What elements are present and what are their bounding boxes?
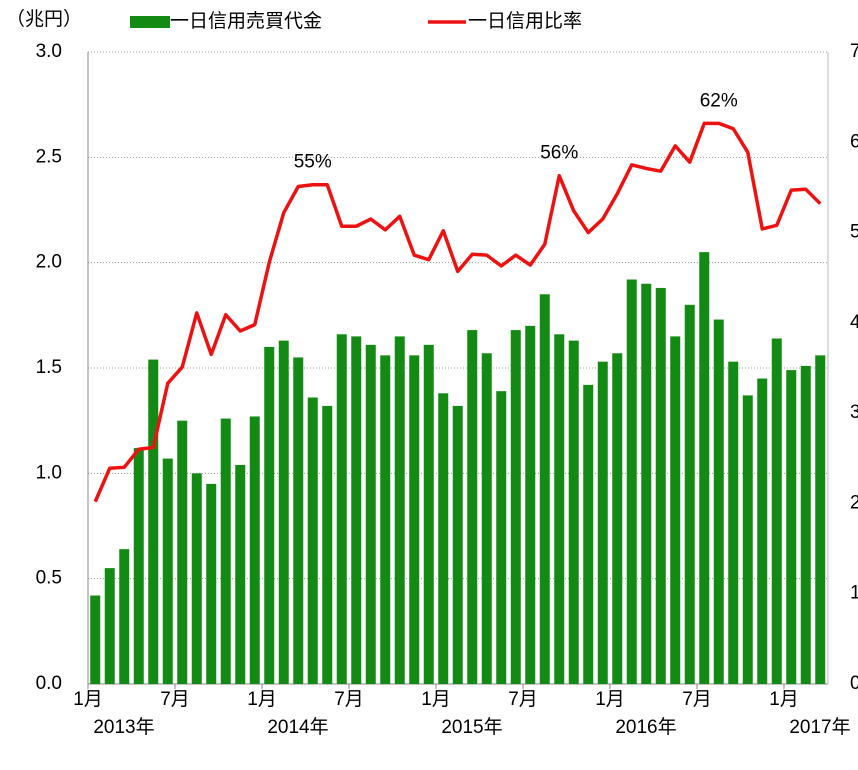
y2-tick-label: 20: [850, 492, 858, 513]
bar: [626, 279, 637, 684]
bar: [583, 384, 594, 684]
y-tick-label: 0.0: [36, 673, 62, 694]
bar: [641, 283, 652, 684]
bar: [481, 353, 492, 684]
bar: [728, 361, 739, 684]
legend-label: 一日信用売買代金: [170, 10, 322, 32]
value-label: 56%: [540, 143, 578, 164]
bar: [438, 393, 449, 684]
y-tick-label: 3.0: [36, 41, 62, 62]
bar: [249, 416, 260, 684]
bar: [612, 353, 623, 684]
x-tick-label: 7月: [160, 689, 190, 710]
y2-tick-label: 0: [850, 673, 858, 694]
y-tick-label: 1.0: [36, 462, 62, 483]
bar: [394, 336, 405, 684]
y2-tick-label: 10: [850, 583, 858, 604]
bar: [670, 336, 681, 684]
y-axis-label: （兆円）: [6, 8, 82, 30]
bar: [525, 325, 536, 684]
bar: [771, 338, 782, 684]
x-tick-label: 1月: [73, 689, 103, 710]
bar: [800, 365, 811, 684]
bar: [815, 355, 826, 684]
bar: [365, 344, 376, 684]
bar: [133, 448, 144, 684]
year-label: 2016年: [615, 716, 676, 738]
legend-swatch: [130, 16, 170, 28]
bar: [786, 370, 797, 684]
bar: [554, 334, 565, 684]
bar: [467, 330, 478, 684]
bar: [380, 355, 391, 684]
y2-tick-label: 30: [850, 402, 858, 423]
bar: [177, 420, 188, 684]
value-label: 62%: [700, 90, 738, 111]
bar: [90, 595, 101, 684]
bar: [351, 336, 362, 684]
bar: [322, 405, 333, 684]
bar: [510, 330, 521, 684]
x-tick-label: 1月: [769, 689, 799, 710]
bar: [278, 340, 289, 684]
x-tick-label: 7月: [334, 689, 364, 710]
bar: [148, 359, 159, 684]
bar: [713, 319, 724, 684]
y2-tick-label: 40: [850, 312, 858, 333]
bar: [336, 334, 347, 684]
bar: [264, 346, 275, 684]
x-tick-label: 1月: [421, 689, 451, 710]
value-label: 55%: [294, 152, 332, 173]
bar: [235, 464, 246, 684]
x-tick-label: 1月: [595, 689, 625, 710]
bar: [655, 287, 666, 684]
x-tick-label: 7月: [508, 689, 538, 710]
bar: [452, 405, 463, 684]
y2-tick-label: 50: [850, 222, 858, 243]
bar: [539, 294, 550, 684]
y-tick-label: 1.5: [36, 357, 62, 378]
bar: [409, 355, 420, 684]
bar: [568, 340, 579, 684]
bar: [104, 568, 115, 684]
x-tick-label: 1月: [247, 689, 277, 710]
legend-label: 一日信用比率: [468, 10, 582, 32]
y-tick-label: 0.5: [36, 568, 62, 589]
y2-tick-label: 60: [850, 131, 858, 152]
year-label: 2014年: [267, 716, 328, 738]
year-label: 2013年: [93, 716, 154, 738]
x-tick-label: 7月: [682, 689, 712, 710]
bar: [191, 473, 202, 684]
bar: [119, 549, 130, 684]
bar: [307, 397, 318, 684]
bar: [496, 391, 507, 684]
bar: [597, 361, 608, 684]
y-tick-label: 2.0: [36, 252, 62, 273]
line: [93, 121, 822, 503]
year-label: 2017年: [789, 716, 850, 738]
y-tick-label: 2.5: [36, 146, 62, 167]
bar: [220, 418, 231, 684]
bar: [162, 458, 173, 684]
y2-tick-label: 70: [850, 41, 858, 62]
bar: [423, 344, 434, 684]
bar: [684, 304, 695, 684]
bar: [699, 252, 710, 684]
bar: [742, 395, 753, 684]
bar: [293, 357, 304, 684]
bar: [206, 483, 217, 684]
bar: [757, 378, 768, 684]
year-label: 2015年: [441, 716, 502, 738]
